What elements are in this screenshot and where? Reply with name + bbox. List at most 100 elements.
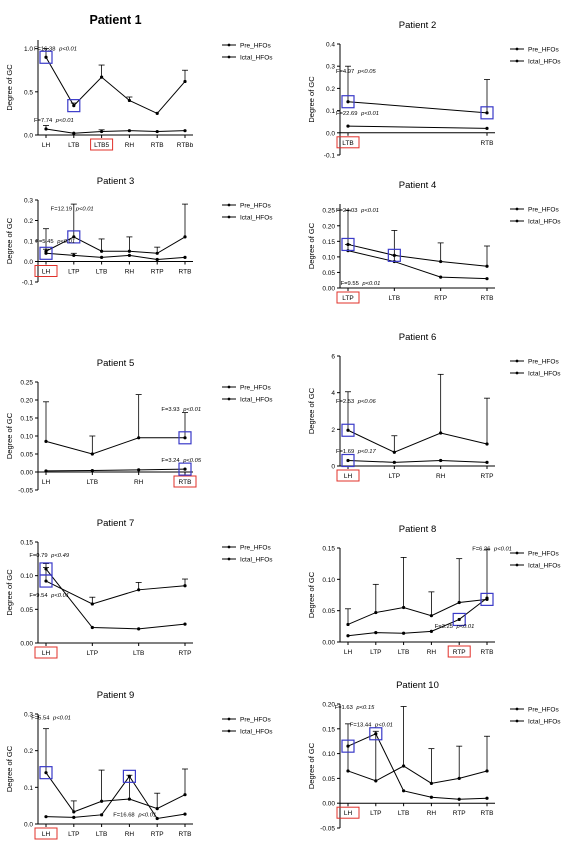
x-tick-label: LTB — [68, 142, 79, 149]
series-pre-hfos — [43, 48, 188, 116]
data-point — [44, 439, 48, 443]
legend: Pre_HFOs Ictal_HFOs — [510, 207, 561, 226]
y-tick-label: 0.0 — [24, 259, 33, 266]
data-point — [44, 771, 48, 775]
annotation-p-value: p<0.05 — [182, 458, 202, 464]
chart-title: Patient 7 — [97, 518, 135, 529]
annotation-f-stat: F=1.63 — [335, 705, 353, 711]
x-tick-label: RTP — [179, 650, 192, 657]
data-point — [183, 584, 187, 588]
data-point — [457, 797, 461, 801]
highlighted-region-box — [90, 138, 114, 151]
series-line — [45, 252, 186, 260]
y-tick-label: 0.0 — [24, 133, 33, 140]
legend-marker — [515, 707, 519, 711]
series-line — [45, 772, 186, 813]
y-tick-label: 0.1 — [24, 239, 33, 246]
annotation-p-value: p<0.01 — [360, 208, 379, 214]
significance-box — [480, 106, 494, 120]
data-point — [137, 436, 141, 440]
data-point — [100, 799, 104, 803]
data-point — [346, 428, 350, 432]
y-tick-label: 0.00 — [322, 286, 335, 293]
x-tick-label: RTB — [151, 142, 164, 149]
highlighted-region-box — [173, 475, 197, 488]
chart-panel-1: Patient 1 Degree of GC 0.0 0.5 1.0 LH LTB LTB5 R… — [5, 13, 273, 151]
legend-label: Ictal_HFOs — [528, 371, 561, 378]
y-tick-label: 0.2 — [326, 86, 335, 93]
x-tick-label: LTB — [133, 650, 144, 657]
legend-label: Ictal_HFOs — [240, 55, 273, 62]
annotation-f-stat: F=5.45 — [35, 239, 53, 245]
x-tick-label: LH — [344, 649, 353, 656]
chart-title: Patient 2 — [399, 20, 437, 31]
data-point — [127, 98, 131, 103]
data-point — [72, 253, 76, 257]
significance-box — [341, 739, 355, 753]
data-point — [346, 744, 350, 748]
legend-marker — [515, 219, 519, 223]
annotation-f-stat: F=24.03 — [336, 208, 357, 214]
y-tick-label: 0.1 — [326, 108, 335, 115]
y-tick-label: 0.05 — [20, 607, 33, 614]
data-point — [44, 469, 48, 473]
highlighted-region-box — [34, 646, 58, 659]
y-tick-label: 0.15 — [322, 726, 335, 733]
series-ictal-hfos — [44, 467, 187, 473]
y-axis-label: Degree of GC — [5, 64, 14, 111]
y-tick-label: 0 — [331, 464, 335, 471]
data-point — [44, 55, 48, 59]
chart-panel-8: Patient 8 Degree of GC 0.00 0.05 0.10 0.15 LH L… — [307, 524, 561, 658]
series-ictal-hfos — [346, 458, 489, 464]
chart-panel-3: Patient 3 Degree of GC -0.1 0.0 0.1 0.2 0.3 LH L… — [5, 176, 273, 287]
x-tick-label: LH — [42, 269, 51, 276]
data-point — [439, 275, 443, 279]
annotation-p-value: p<0.01 — [455, 624, 474, 630]
legend-label: Ictal_HFOs — [240, 557, 273, 564]
significance-box — [341, 453, 355, 468]
data-point — [485, 460, 489, 464]
legend-label: Pre_HFOs — [528, 551, 559, 558]
data-point — [183, 255, 187, 259]
annotation-f-stat: F=12.19 — [51, 206, 72, 212]
y-tick-label: 0.0 — [326, 130, 335, 137]
annotation-p-value: p<0.05 — [357, 69, 377, 75]
x-tick-label: RH — [427, 649, 437, 656]
legend-label: Ictal_HFOs — [240, 729, 273, 736]
chart-panel-4: Patient 4 Degree of GC 0.00 0.05 0.10 0.15 0.2… — [307, 180, 561, 304]
data-point — [90, 625, 94, 630]
legend-marker — [227, 55, 231, 59]
series-line — [45, 437, 185, 455]
data-point — [90, 602, 94, 606]
annotation-p-value: p<0.01 — [182, 407, 201, 413]
x-tick-label: LH — [42, 142, 51, 149]
y-axis-label: Degree of GC — [5, 412, 14, 459]
legend-label: Pre_HFOs — [240, 717, 271, 724]
legend-label: Ictal_HFOs — [528, 563, 561, 570]
data-point — [485, 769, 489, 773]
legend-marker — [227, 729, 231, 733]
data-point — [183, 793, 187, 797]
legend-marker — [515, 563, 519, 567]
data-point — [183, 235, 187, 239]
data-point — [90, 468, 94, 473]
legend-marker — [227, 215, 231, 219]
data-point — [485, 442, 489, 446]
series-pre-hfos — [43, 567, 188, 606]
y-tick-label: 0.5 — [24, 89, 33, 96]
data-point — [127, 797, 131, 801]
x-tick-label: RTB — [481, 649, 494, 656]
legend: Pre_HFOs Ictal_HFOs — [222, 385, 273, 404]
annotation-f-stat: F=1.69 — [336, 449, 354, 455]
annotation-p-value: p<0.01 — [374, 722, 393, 728]
y-tick-label: 0.20 — [20, 398, 33, 405]
annotation-p-value: p<0.01 — [58, 46, 77, 52]
significance-box — [67, 99, 81, 113]
annotation-f-stat: F=9.54 — [29, 593, 48, 599]
y-tick-label: 0.15 — [322, 546, 335, 553]
y-axis-label: Degree of GC — [307, 222, 316, 269]
annotation-p-value: p<0.01 — [360, 111, 379, 117]
x-tick-label: LH — [42, 650, 51, 657]
series-line — [45, 128, 186, 134]
